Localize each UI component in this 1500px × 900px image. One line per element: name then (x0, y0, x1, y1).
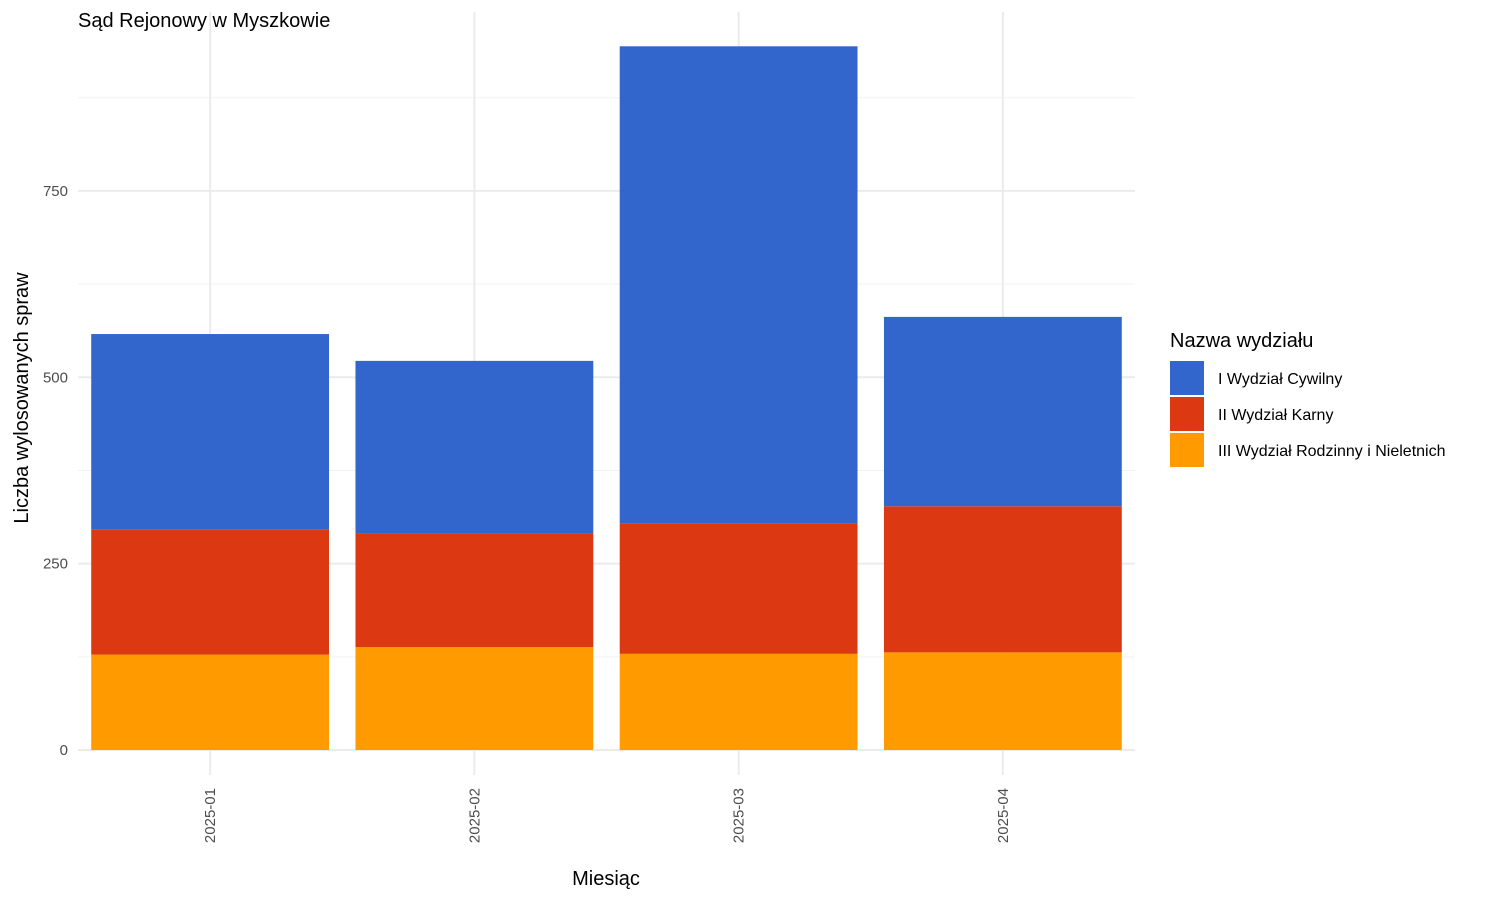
legend-swatch (1170, 361, 1204, 395)
y-axis-title: Liczba wylosowanych spraw (11, 272, 33, 524)
x-axis-ticks: 2025-01 2025-02 2025-03 2025-04 (202, 788, 1012, 843)
x-tick-label: 2025-03 (731, 788, 748, 843)
bar-segment (883, 506, 1122, 653)
bar-segment (91, 529, 330, 655)
legend-label: III Wydział Rodzinny i Nieletnich (1218, 443, 1446, 460)
x-tick-label: 2025-02 (466, 788, 483, 843)
legend-label: II Wydział Karny (1218, 407, 1333, 424)
x-tick-label: 2025-01 (202, 788, 219, 843)
legend-items: I Wydział Cywilny II Wydział Karny III Wyd… (1170, 361, 1446, 467)
bar-segment (619, 46, 858, 524)
bars (91, 46, 1122, 750)
bar-segment (619, 523, 858, 654)
bar-segment (355, 647, 594, 750)
x-axis-title: Miesiąc (572, 868, 640, 890)
y-axis-ticks: 0 250 500 750 (43, 183, 68, 759)
bar-segment (91, 654, 330, 750)
bar-segment (883, 316, 1122, 507)
y-tick-label: 0 (60, 742, 68, 759)
bar-segment (355, 360, 594, 534)
legend-swatch (1170, 433, 1204, 467)
legend: Nazwa wydziału I Wydział Cywilny II Wydzi… (1170, 330, 1446, 467)
bar-segment (355, 533, 594, 648)
y-tick-label: 250 (43, 556, 68, 573)
legend-label: I Wydział Cywilny (1218, 371, 1342, 388)
bar-segment (883, 652, 1122, 750)
chart-title: Sąd Rejonowy w Myszkowie (78, 10, 330, 32)
x-tick-label: 2025-04 (995, 788, 1012, 843)
legend-swatch (1170, 397, 1204, 431)
bar-segment (619, 653, 858, 750)
y-tick-label: 750 (43, 183, 68, 200)
legend-title: Nazwa wydziału (1170, 330, 1313, 352)
bar-segment (91, 334, 330, 530)
y-tick-label: 500 (43, 369, 68, 386)
